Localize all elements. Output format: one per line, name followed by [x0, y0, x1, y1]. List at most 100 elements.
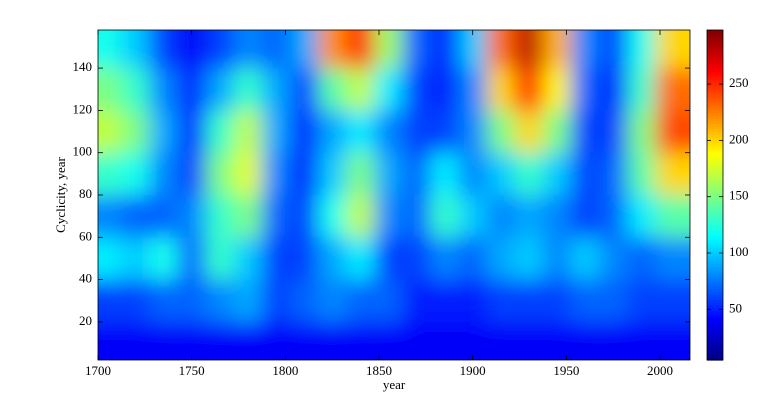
heat-cell	[261, 68, 291, 111]
colorbar-step	[707, 35, 723, 39]
heat-cell	[402, 321, 432, 360]
heat-cell	[486, 195, 516, 238]
heat-cell	[599, 68, 628, 111]
heat-cell	[121, 30, 151, 69]
heat-cell	[514, 30, 544, 69]
colorbar-step	[707, 313, 723, 317]
colorbar-step	[707, 321, 723, 325]
colorbar-step	[707, 112, 723, 116]
heat-cell	[346, 237, 375, 281]
y-tick-label: 60	[79, 228, 92, 243]
heat-cell	[205, 237, 235, 281]
y-tick-label: 120	[73, 101, 93, 116]
heat-cell	[149, 30, 179, 69]
colorbar-step	[707, 162, 723, 166]
heat-cell	[627, 68, 656, 111]
heat-cell	[261, 279, 291, 323]
heat-cell	[290, 110, 319, 154]
heat-cell	[430, 30, 460, 69]
heat-cell	[346, 195, 375, 238]
colorbar-step	[707, 49, 723, 53]
heat-cell	[233, 279, 263, 323]
colorbar-step	[707, 46, 723, 50]
colorbar-step	[707, 349, 723, 353]
colorbar-step	[707, 175, 723, 180]
heat-cell	[430, 321, 460, 360]
heat-cell	[599, 237, 628, 281]
colorbar-step	[707, 30, 723, 34]
heat-cell	[486, 321, 516, 360]
heat-cell	[233, 30, 263, 69]
heat-cell	[571, 195, 600, 238]
x-tick-label: 2000	[647, 363, 673, 378]
heat-cell	[402, 237, 432, 281]
colorbar-step	[707, 74, 723, 78]
heat-cell	[177, 237, 207, 281]
colorbar-tick-label: 50	[729, 300, 742, 315]
colorbar-step	[707, 87, 723, 92]
heat-cell	[205, 30, 235, 69]
heat-cell	[318, 237, 347, 281]
heat-cell	[177, 152, 207, 196]
y-tick-label: 40	[79, 271, 92, 286]
heat-cell	[346, 68, 375, 111]
heat-cell	[627, 110, 656, 154]
colorbar-step	[707, 76, 723, 81]
x-tick-label: 1950	[553, 363, 579, 378]
heat-cell	[599, 110, 628, 154]
colorbar-step	[707, 357, 723, 361]
heat-cell	[627, 195, 656, 238]
colorbar-step	[707, 203, 723, 207]
heat-cell	[402, 68, 432, 111]
heat-cell	[542, 237, 572, 281]
colorbar-step	[707, 126, 723, 130]
heat-cell	[177, 321, 207, 360]
heat-cell	[233, 68, 263, 111]
heat-cell	[98, 321, 122, 360]
colorbar-step	[707, 222, 723, 226]
heat-cell	[571, 237, 600, 281]
heat-cell	[290, 195, 319, 238]
x-tick-label: 1700	[85, 363, 111, 378]
colorbar-step	[707, 338, 723, 342]
colorbar-step	[707, 214, 723, 218]
colorbar-step	[707, 228, 723, 232]
heat-cell	[261, 110, 291, 154]
heat-cell	[205, 279, 235, 323]
colorbar-step	[707, 178, 723, 182]
heat-cell	[318, 30, 347, 69]
colorbar-step	[707, 318, 723, 323]
x-axis-label: year	[383, 377, 406, 392]
heat-cell	[599, 321, 628, 360]
heat-cell	[514, 68, 544, 111]
colorbar-step	[707, 156, 723, 160]
heat-cell	[486, 110, 516, 154]
heat-cell	[486, 30, 516, 69]
colorbar-step	[707, 266, 723, 270]
heat-cell	[98, 279, 122, 323]
y-tick-label: 100	[73, 144, 93, 159]
colorbar-step	[707, 140, 723, 144]
colorbar-step	[707, 104, 723, 108]
heat-cell	[346, 152, 375, 196]
heat-cell	[374, 195, 403, 238]
heatmap	[98, 30, 690, 360]
colorbar-step	[707, 189, 723, 193]
heat-cell	[205, 195, 235, 238]
heat-cell	[177, 30, 207, 69]
colorbar-step	[707, 277, 723, 281]
heat-cell	[542, 68, 572, 111]
heat-cell	[346, 110, 375, 154]
heat-cell	[233, 321, 263, 360]
heat-cell	[121, 321, 151, 360]
heat-cell	[627, 279, 656, 323]
colorbar-step	[707, 93, 723, 97]
colorbar-step	[707, 263, 723, 268]
heat-cell	[98, 110, 122, 154]
plot-area	[98, 30, 690, 360]
heat-cell	[261, 195, 291, 238]
heat-cell	[486, 68, 516, 111]
colorbar-step	[707, 291, 723, 295]
heat-cell	[514, 279, 544, 323]
heat-cell	[430, 110, 460, 154]
